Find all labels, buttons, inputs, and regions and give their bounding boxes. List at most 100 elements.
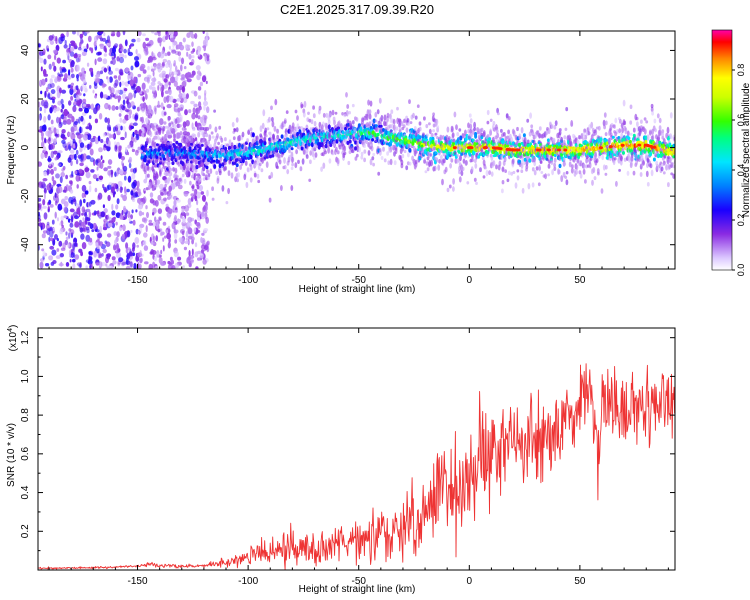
ridge-halo: [294, 109, 298, 114]
ridge-halo: [174, 167, 178, 174]
ridge-core: [348, 139, 352, 144]
ridge-halo: [211, 186, 215, 191]
noise-speckle: [204, 89, 207, 96]
noise-speckle: [90, 47, 94, 54]
noise-speckle: [81, 212, 84, 216]
ridge-halo: [345, 92, 348, 98]
ridge-halo: [474, 158, 477, 164]
noise-speckle: [84, 85, 87, 90]
noise-speckle: [124, 54, 127, 59]
ridge-halo: [273, 125, 277, 132]
noise-speckle: [151, 68, 155, 72]
noise-speckle: [174, 209, 178, 214]
noise-speckle: [116, 56, 120, 62]
ridge-core: [464, 137, 468, 142]
noise-speckle: [167, 171, 173, 177]
noise-speckle: [167, 260, 171, 265]
noise-speckle: [89, 185, 92, 193]
ridge-halo: [488, 170, 491, 176]
noise-speckle: [49, 231, 54, 238]
noise-speckle: [195, 113, 198, 119]
ridge-core: [197, 160, 201, 165]
ridge-halo: [593, 176, 597, 181]
noise-speckle: [181, 86, 185, 92]
noise-speckle: [59, 222, 62, 226]
noise-speckle: [130, 125, 135, 130]
noise-speckle: [39, 106, 42, 112]
noise-speckle: [97, 251, 102, 259]
noise-speckle: [160, 192, 164, 196]
noise-speckle: [54, 54, 57, 61]
noise-speckle: [161, 90, 164, 98]
noise-speckle: [61, 224, 64, 228]
noise-speckle: [166, 95, 170, 103]
noise-speckle: [206, 106, 210, 114]
noise-speckle: [131, 181, 136, 189]
ridge-halo: [331, 152, 335, 156]
noise-speckle: [70, 154, 75, 160]
noise-speckle: [79, 162, 84, 167]
noise-speckle: [157, 228, 161, 233]
noise-speckle: [97, 232, 103, 239]
ridge-halo: [351, 103, 355, 108]
noise-speckle: [102, 94, 108, 99]
noise-speckle: [185, 212, 190, 216]
noise-speckle: [38, 161, 43, 167]
ridge-halo: [148, 137, 152, 144]
ridge-halo: [320, 152, 324, 156]
noise-speckle: [200, 249, 205, 254]
ridge-halo: [531, 182, 535, 188]
noise-speckle: [187, 71, 190, 77]
noise-speckle: [160, 262, 166, 266]
ridge-halo: [477, 141, 481, 148]
ridge-halo: [538, 126, 542, 131]
noise-speckle: [46, 221, 50, 226]
ridge-halo: [582, 168, 586, 175]
noise-speckle: [148, 263, 153, 269]
noise-speckle: [173, 108, 178, 112]
ridge-halo: [227, 187, 231, 195]
noise-speckle: [167, 263, 173, 269]
ridge-halo: [268, 197, 272, 203]
noise-speckle: [79, 199, 83, 207]
noise-speckle: [50, 119, 54, 125]
ridge-halo: [368, 113, 372, 120]
ridge-halo: [428, 151, 431, 158]
noise-speckle: [69, 259, 72, 263]
ridge-halo: [380, 156, 384, 160]
noise-speckle: [85, 126, 90, 130]
ridge-core: [143, 157, 147, 163]
noise-speckle: [111, 203, 114, 211]
ridge-halo: [470, 132, 473, 138]
noise-speckle: [48, 255, 54, 261]
ridge-halo: [343, 145, 347, 152]
ridge-core: [205, 165, 209, 170]
ridge-halo: [215, 170, 219, 175]
ridge-halo: [325, 112, 329, 118]
noise-speckle: [56, 57, 61, 64]
ridge-halo: [290, 185, 294, 191]
ridge-halo: [469, 129, 473, 134]
ridge-halo: [340, 140, 344, 148]
noise-speckle: [200, 244, 206, 250]
ridge-halo: [180, 107, 184, 112]
ridge-halo: [501, 180, 505, 185]
ridge-halo: [300, 104, 304, 108]
ridge-halo: [322, 144, 325, 149]
ridge-halo: [310, 119, 314, 125]
noise-speckle: [131, 38, 136, 43]
noise-speckle: [48, 199, 52, 205]
noise-speckle: [59, 66, 62, 71]
ridge-halo: [433, 165, 437, 172]
ridge-halo: [152, 156, 155, 160]
noise-speckle: [84, 107, 89, 114]
noise-speckle: [65, 174, 68, 180]
ridge-halo: [287, 146, 291, 152]
ridge-core: [259, 152, 263, 157]
noise-speckle: [70, 73, 75, 79]
noise-speckle: [79, 33, 84, 39]
noise-speckle: [48, 144, 51, 151]
noise-speckle: [164, 90, 169, 94]
ridge-halo: [345, 110, 349, 117]
